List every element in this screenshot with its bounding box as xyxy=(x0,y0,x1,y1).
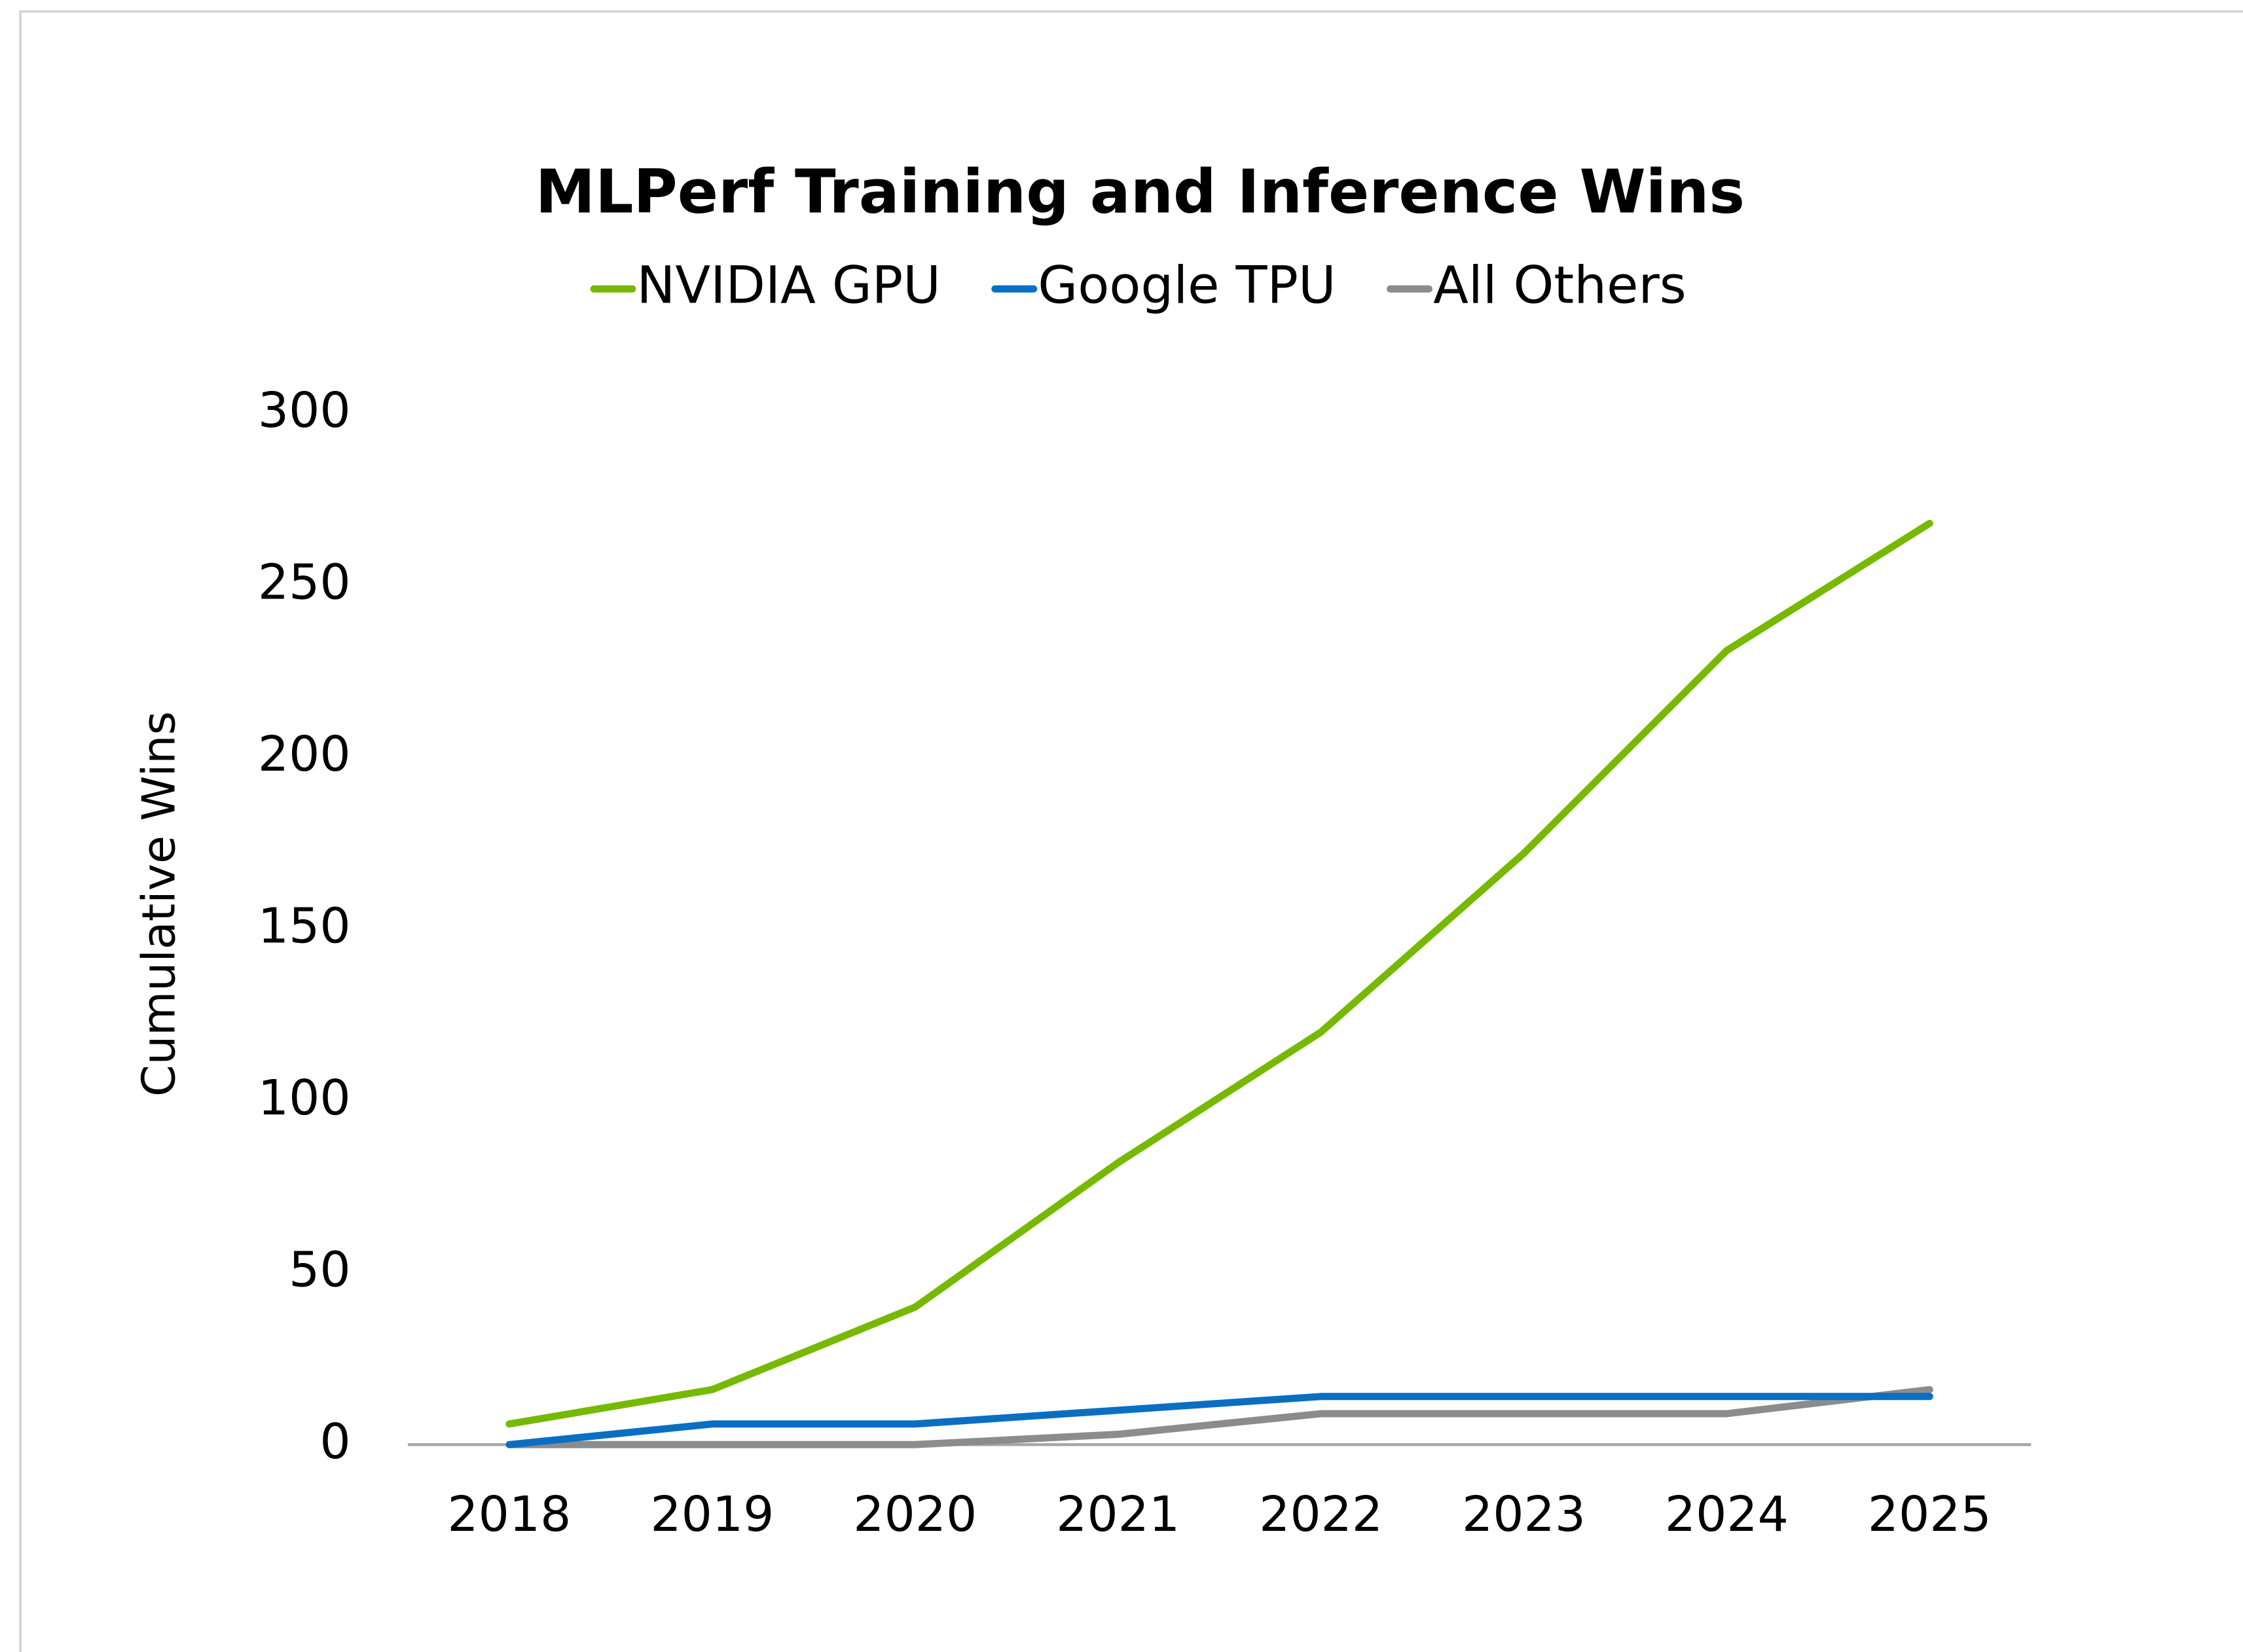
line-series xyxy=(505,1393,1933,1448)
y-tick-label: 50 xyxy=(289,1241,351,1298)
x-tick-label: 2024 xyxy=(1665,1486,1789,1543)
frame xyxy=(19,10,2243,1652)
line-series xyxy=(505,1386,1933,1448)
x-tick-label: 2022 xyxy=(1259,1486,1383,1543)
chart-title: MLPerf Training and Inference Wins xyxy=(536,157,1745,227)
x-tick-label: 2019 xyxy=(650,1486,774,1543)
x-tick-label: 2021 xyxy=(1056,1486,1180,1543)
legend-label: All Others xyxy=(1433,255,1687,316)
line-series xyxy=(505,519,1933,1428)
y-tick-label: 100 xyxy=(258,1069,351,1126)
y-tick-label: 0 xyxy=(319,1413,350,1470)
legend-label: NVIDIA GPU xyxy=(637,255,941,316)
x-tick-label: 2020 xyxy=(853,1486,977,1543)
x-tick-label: 2025 xyxy=(1868,1486,1992,1543)
y-tick-label: 150 xyxy=(258,897,351,954)
legend-label: Google TPU xyxy=(1038,255,1336,316)
x-tick-label: 2023 xyxy=(1462,1486,1586,1543)
y-tick-label: 250 xyxy=(258,553,351,610)
x-tick-label: 2018 xyxy=(447,1486,571,1543)
y-axis-label: Cumulative Wins xyxy=(132,711,185,1097)
y-tick-label: 300 xyxy=(258,382,351,439)
y-tick-label: 200 xyxy=(258,725,351,782)
